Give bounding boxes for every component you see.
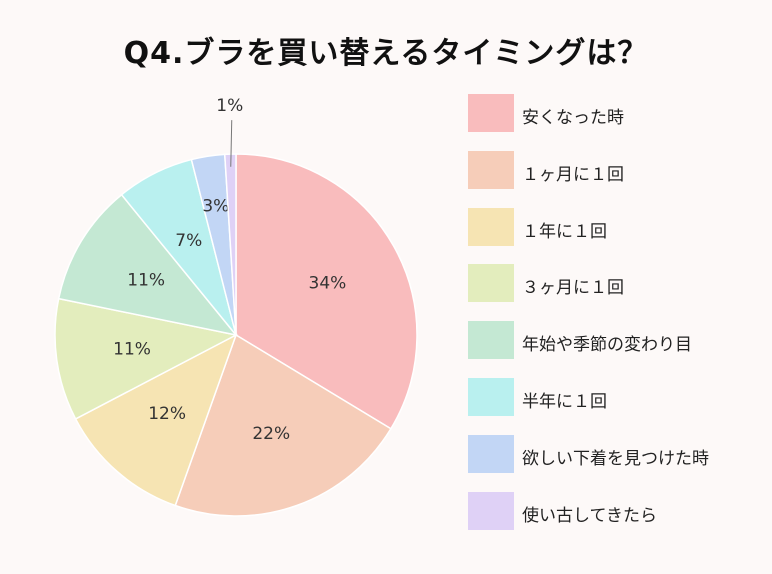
legend-item: 年始や季節の変わり目 — [468, 321, 768, 360]
slice-value-label: 34% — [309, 273, 347, 293]
legend-item: １年に１回 — [468, 207, 768, 246]
legend-swatch — [468, 321, 514, 360]
slice-value-label: 3% — [202, 196, 229, 216]
legend-swatch — [468, 94, 514, 132]
pie-slice — [54, 297, 239, 420]
chart-title: Q4.ブラを買い替えるタイミングは？ — [123, 36, 649, 71]
legend-item: 使い古してきたら — [468, 491, 768, 530]
legend-label: ３ヶ月に１回 — [522, 278, 624, 299]
slice-value-label: 7% — [175, 231, 202, 251]
legend-swatch — [468, 150, 514, 189]
legend-label: １ヶ月に１回 — [522, 164, 624, 185]
legend-label: １年に１回 — [522, 221, 607, 242]
pie-slice — [223, 153, 237, 336]
slice-value-label: 12% — [148, 404, 186, 424]
legend-label: 安くなった時 — [522, 108, 624, 128]
legend-label: 欲しい下着を見つけた時 — [522, 448, 709, 469]
legend-swatch — [468, 378, 514, 416]
legend-item: 半年に１回 — [468, 378, 768, 416]
legend-label: 年始や季節の変わり目 — [522, 335, 692, 356]
slice-value-label: 11% — [127, 271, 165, 291]
leader-line — [230, 120, 233, 167]
slice-value-label: 22% — [252, 424, 290, 444]
legend-label: 半年に１回 — [522, 392, 607, 412]
slice-value-label: 1% — [216, 96, 243, 116]
pie-slice — [174, 333, 392, 517]
pie-slice — [74, 333, 238, 507]
pie-slice — [235, 153, 418, 430]
legend-swatch — [468, 264, 514, 303]
legend-item: １ヶ月に１回 — [468, 150, 768, 189]
legend-item: 欲しい下着を見つけた時 — [468, 434, 768, 473]
legend-swatch — [468, 491, 514, 530]
legend-label: 使い古してきたら — [522, 505, 657, 526]
legend-item: 安くなった時 — [468, 94, 768, 132]
pie-slice — [57, 193, 238, 337]
legend-swatch — [468, 207, 514, 246]
legend-swatch — [468, 434, 514, 473]
slice-value-label: 11% — [113, 340, 151, 360]
legend-item: ３ヶ月に１回 — [468, 264, 768, 303]
